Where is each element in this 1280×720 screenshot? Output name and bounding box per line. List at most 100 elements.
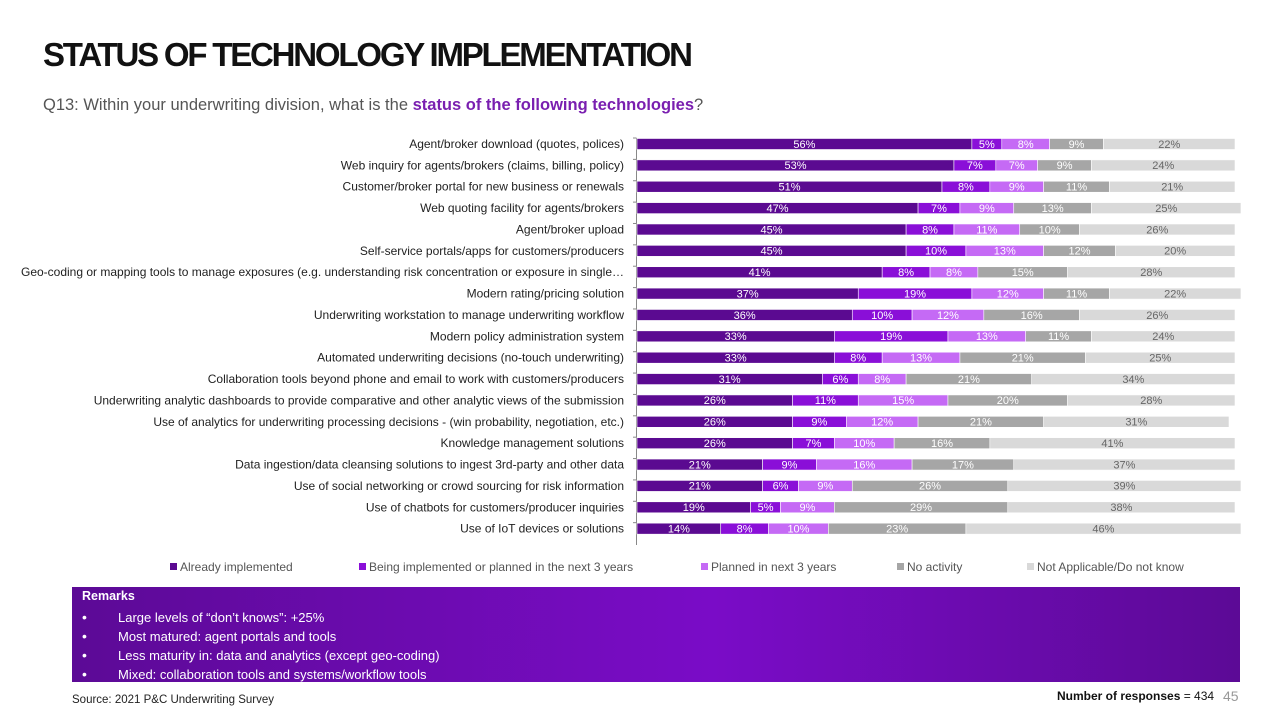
data-label: 8% [850,353,866,365]
data-label: 7% [805,438,821,450]
bar-segment [1079,309,1236,321]
bar-segment [1115,245,1236,257]
bar-segment [1091,330,1236,343]
category-label: Use of analytics for underwriting proces… [153,415,624,429]
remark-item: Less maturity in: data and analytics (ex… [72,646,1240,665]
data-label: 23% [886,523,908,535]
bar-segment [1007,480,1242,492]
remark-item: Mixed: collaboration tools and systems/w… [72,665,1240,684]
category-label: Underwriting workstation to manage under… [314,308,624,322]
category-label: Automated underwriting decisions (no-tou… [317,351,624,365]
data-label: 26% [704,438,726,450]
remark-item: Large levels of “don’t knows”: +25% [72,608,1240,627]
data-label: 16% [1021,310,1043,322]
data-label: 9% [979,203,995,215]
bar-segment [1079,223,1236,236]
category-label: Use of IoT devices or solutions [460,522,624,536]
data-label: 16% [853,459,875,471]
data-label: 31% [1125,417,1147,429]
data-label: 37% [1113,459,1135,471]
category-label: Use of social networking or crowd sourci… [294,479,624,493]
question-suffix: ? [694,96,704,114]
data-label: 28% [1140,395,1162,407]
page-title: STATUS OF TECHNOLOGY IMPLEMENTATION [43,36,693,73]
data-label: 25% [1149,353,1171,365]
data-label: 10% [871,310,893,322]
category-label: Knowledge management solutions [441,436,624,450]
data-label: 20% [1164,246,1186,258]
responses-count: Number of responses = 434 [1057,689,1214,703]
stacked-bar-chart: Agent/broker download (quotes, polices) 5… [21,137,1242,545]
data-label: 29% [910,502,932,514]
category-label: Agent/broker upload [516,222,624,236]
bar-segment [1067,394,1236,407]
data-label: 13% [994,246,1016,258]
bar-segment [1109,287,1242,300]
data-label: 51% [778,182,800,194]
bar-segment [1085,351,1236,364]
survey-question: Q13: Within your underwriting division, … [43,96,703,115]
category-label: Modern policy administration system [430,329,624,343]
data-label: 33% [725,331,747,343]
data-label: 5% [979,139,995,151]
bar-segment [1067,266,1236,279]
data-label: 10% [1039,224,1061,236]
bar-segment [965,522,1242,535]
source-note: Source: 2021 P&C Underwriting Survey [72,694,274,706]
data-label: 5% [758,502,774,514]
data-label: 7% [967,160,983,172]
bar-segment [1091,202,1242,214]
data-label: 41% [1101,438,1123,450]
data-label: 12% [871,417,893,429]
data-label: 13% [976,331,998,343]
data-label: 20% [997,395,1019,407]
data-label: 9% [811,417,827,429]
data-label: 21% [970,417,992,429]
category-label: Underwriting analytic dashboards to prov… [94,393,624,407]
category-label: Collaboration tools beyond phone and ema… [208,372,624,386]
legend-swatch [359,563,366,570]
bar-segment [1031,373,1236,385]
data-label: 11% [976,224,997,236]
data-label: 19% [880,331,902,343]
data-label: 21% [689,459,711,471]
data-label: 39% [1113,481,1135,493]
category-label: Geo-coding or mapping tools to manage ex… [21,265,624,279]
data-label: 26% [1146,310,1168,322]
data-label: 6% [832,374,848,386]
data-label: 26% [704,417,726,429]
bar-segment [1007,501,1236,514]
data-label: 8% [898,267,914,279]
data-label: 14% [668,523,690,535]
data-label: 22% [1164,288,1186,300]
legend-swatch [170,563,177,570]
data-label: 21% [958,374,980,386]
data-label: 9% [1069,139,1085,151]
data-label: 38% [1110,502,1132,514]
data-label: 53% [784,160,806,172]
legend-label: Being implemented or planned in the next… [369,560,634,574]
data-label: 31% [719,374,741,386]
category-label: Self-service portals/apps for customers/… [360,244,624,258]
data-label: 15% [1012,267,1034,279]
responses-value: = 434 [1183,689,1215,703]
data-label: 22% [1158,139,1180,151]
category-label: Agent/broker download (quotes, polices) [409,137,624,151]
data-label: 10% [787,523,809,535]
data-label: 12% [997,288,1019,300]
data-label: 7% [931,203,947,215]
bar-segment [1109,180,1236,193]
data-label: 34% [1122,374,1144,386]
data-label: 12% [1069,246,1091,258]
data-label: 19% [683,502,705,514]
data-label: 28% [1140,267,1162,279]
data-label: 7% [1009,160,1025,172]
bar-segment [1013,458,1236,471]
data-label: 6% [773,481,789,493]
data-label: 10% [925,246,947,258]
data-label: 9% [817,481,833,493]
data-label: 56% [793,139,815,151]
legend-swatch [1027,563,1034,570]
bar-segment [1043,416,1230,428]
data-label: 8% [922,224,938,236]
